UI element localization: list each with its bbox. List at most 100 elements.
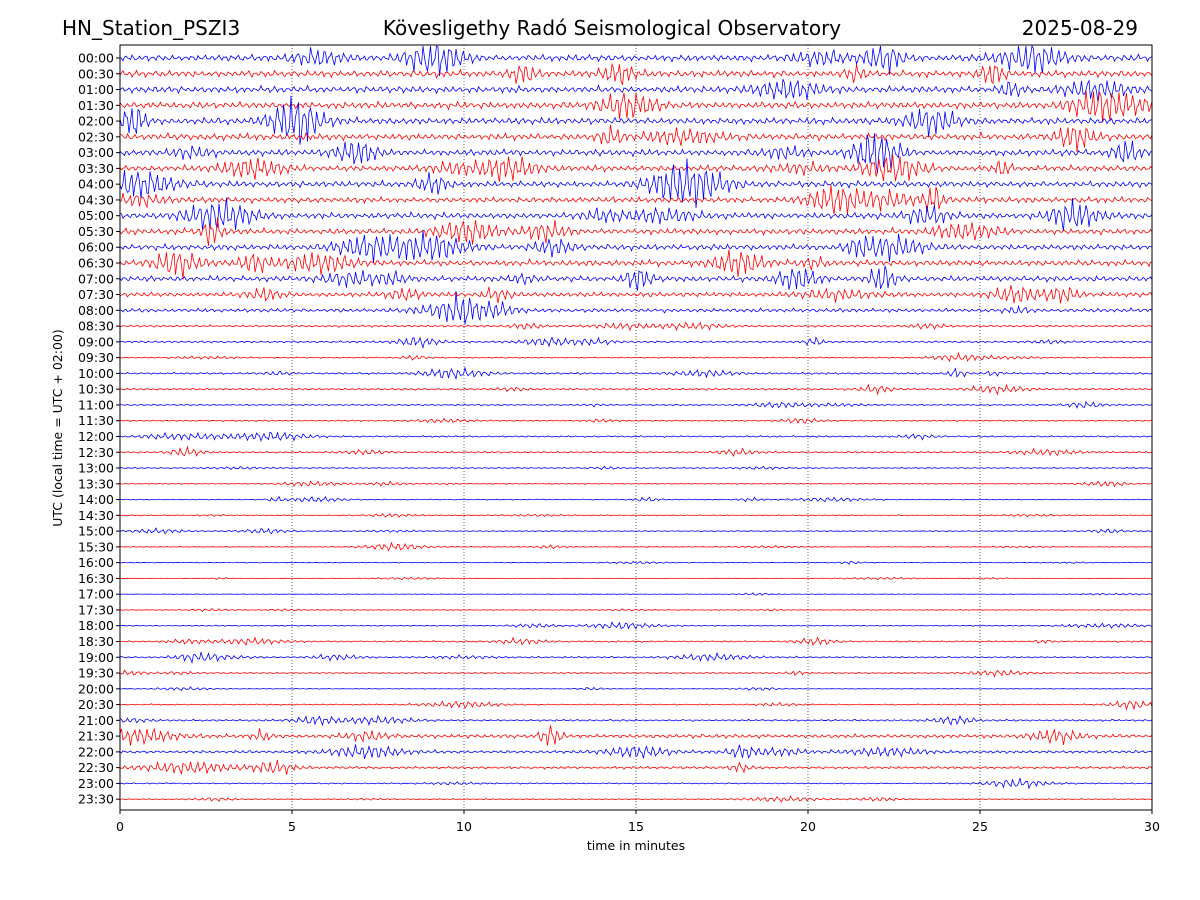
- seismic-trace: [119, 79, 1153, 103]
- x-tick-labels: 0 5 10 15 20 25 30: [116, 810, 1160, 834]
- y-tick-label: 18:30: [78, 634, 114, 649]
- seismic-trace: [119, 336, 1153, 349]
- seismic-trace: [119, 636, 1153, 646]
- seismic-trace: [119, 527, 1153, 535]
- y-tick-label: 20:00: [78, 681, 114, 696]
- seismic-trace: [119, 285, 1153, 304]
- seismic-trace: [119, 669, 1153, 678]
- grid-lines: [291, 45, 981, 810]
- y-tick-label: 08:00: [78, 303, 114, 318]
- seismic-trace: [119, 90, 1153, 123]
- seismic-trace: [119, 401, 1153, 409]
- seismic-trace: [119, 759, 1153, 775]
- y-tick-labels: 00:0000:3001:0001:3002:0002:3003:0003:30…: [78, 51, 120, 807]
- seismic-trace: [119, 560, 1153, 565]
- seismic-trace: [119, 480, 1153, 488]
- seismic-trace: [119, 184, 1153, 215]
- seismic-trace: [119, 230, 1153, 264]
- station-title: HN_Station_PSZI3: [62, 16, 241, 40]
- x-tick-label: 25: [972, 819, 988, 834]
- observatory-title: Kövesligethy Radó Seismological Observat…: [382, 16, 842, 40]
- seismic-trace: [119, 158, 1153, 209]
- seismic-trace: [119, 607, 1153, 613]
- seismic-trace: [119, 431, 1153, 442]
- seismic-trace: [119, 465, 1153, 471]
- y-tick-label: 01:30: [78, 98, 114, 113]
- y-tick-label: 17:00: [78, 587, 114, 602]
- seismic-trace: [119, 445, 1153, 457]
- y-tick-label: 03:30: [78, 161, 114, 176]
- y-tick-label: 17:30: [78, 602, 114, 617]
- y-tick-label: 23:00: [78, 776, 114, 791]
- seismic-trace: [119, 744, 1153, 760]
- y-tick-label: 19:00: [78, 650, 114, 665]
- y-tick-label: 00:00: [78, 51, 114, 66]
- y-tick-label: 05:00: [78, 208, 114, 223]
- seismic-trace: [119, 249, 1153, 280]
- y-tick-label: 04:00: [78, 177, 114, 192]
- y-tick-label: 10:00: [78, 366, 114, 381]
- seismic-trace: [119, 351, 1153, 362]
- y-tick-label: 23:30: [78, 792, 114, 807]
- y-tick-label: 21:00: [78, 713, 114, 728]
- seismic-trace: [119, 417, 1153, 425]
- x-tick-label: 5: [288, 819, 296, 834]
- y-tick-label: 10:30: [78, 382, 114, 397]
- y-tick-label: 22:30: [78, 760, 114, 775]
- x-axis-label: time in minutes: [587, 838, 685, 853]
- y-tick-label: 11:00: [78, 397, 114, 412]
- y-tick-label: 05:30: [78, 224, 114, 239]
- seismic-trace: [119, 383, 1153, 396]
- seismic-trace: [119, 725, 1153, 746]
- y-tick-label: 12:00: [78, 429, 114, 444]
- y-tick-label: 09:30: [78, 350, 114, 365]
- seismic-trace: [119, 714, 1153, 727]
- y-tick-label: 22:00: [78, 744, 114, 759]
- seismic-trace: [119, 495, 1153, 503]
- y-tick-label: 06:00: [78, 240, 114, 255]
- y-tick-label: 18:00: [78, 618, 114, 633]
- date-title: 2025-08-29: [1021, 16, 1138, 40]
- y-tick-label: 12:30: [78, 445, 114, 460]
- y-tick-label: 07:30: [78, 287, 114, 302]
- y-tick-label: 15:00: [78, 524, 114, 539]
- seismic-trace: [119, 133, 1153, 174]
- seismic-trace: [119, 321, 1153, 332]
- seismic-trace: [119, 124, 1153, 152]
- seismic-trace: [119, 592, 1153, 596]
- y-tick-label: 04:30: [78, 192, 114, 207]
- seismic-trace: [119, 513, 1153, 518]
- seismic-trace: [119, 576, 1153, 581]
- y-tick-label: 21:30: [78, 729, 114, 744]
- seismic-trace: [119, 153, 1153, 182]
- y-axis-label: UTC (local time = UTC + 02:00): [50, 329, 65, 527]
- y-tick-label: 06:30: [78, 256, 114, 271]
- x-tick-label: 10: [456, 819, 472, 834]
- seismic-trace: [119, 265, 1153, 291]
- seismic-trace: [119, 217, 1153, 246]
- seismic-trace: [119, 44, 1153, 77]
- seismic-trace: [119, 621, 1153, 630]
- x-tick-label: 0: [116, 819, 124, 834]
- seismic-trace: [119, 699, 1153, 711]
- y-tick-label: 16:00: [78, 555, 114, 570]
- plot-frame: [119, 44, 1153, 811]
- y-tick-label: 16:30: [78, 571, 114, 586]
- y-tick-label: 20:30: [78, 697, 114, 712]
- seismic-trace: [119, 777, 1153, 790]
- y-tick-label: 03:00: [78, 145, 114, 160]
- y-tick-label: 14:30: [78, 508, 114, 523]
- y-tick-label: 09:00: [78, 334, 114, 349]
- y-tick-label: 15:30: [78, 539, 114, 554]
- seismic-trace: [119, 291, 1153, 325]
- y-tick-label: 01:00: [78, 82, 114, 97]
- y-tick-label: 14:00: [78, 492, 114, 507]
- seismic-trace: [119, 541, 1153, 552]
- seismic-trace: [119, 651, 1153, 665]
- y-tick-label: 13:30: [78, 476, 114, 491]
- y-tick-label: 13:00: [78, 461, 114, 476]
- y-tick-label: 08:30: [78, 319, 114, 334]
- y-tick-label: 02:00: [78, 114, 114, 129]
- y-tick-label: 02:30: [78, 129, 114, 144]
- x-tick-label: 15: [628, 819, 644, 834]
